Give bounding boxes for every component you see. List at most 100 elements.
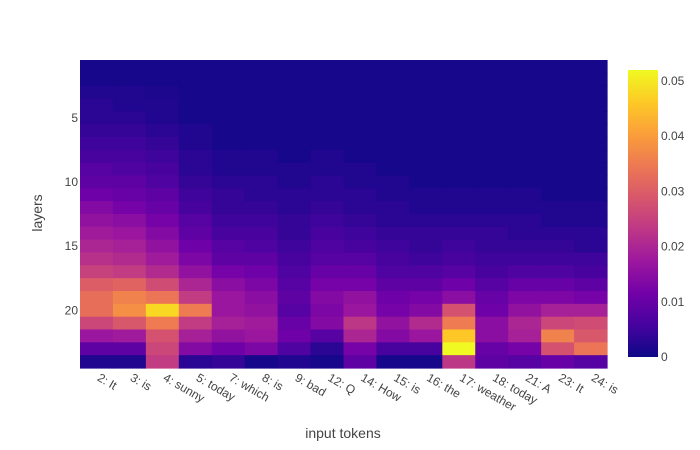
heatmap-cell bbox=[244, 278, 279, 292]
heatmap-cell bbox=[442, 85, 476, 100]
heatmap-cell bbox=[211, 175, 246, 189]
heatmap-cell bbox=[145, 214, 180, 228]
heatmap-cell bbox=[442, 239, 476, 254]
heatmap-cell bbox=[541, 137, 575, 151]
heatmap-cell bbox=[178, 239, 213, 254]
heatmap-cell bbox=[442, 252, 476, 266]
heatmap-cell bbox=[80, 137, 114, 151]
heatmap-cell bbox=[145, 239, 180, 254]
heatmap-cell bbox=[211, 162, 246, 177]
heatmap-cell bbox=[442, 303, 476, 318]
heatmap-cell bbox=[475, 124, 509, 138]
colorbar bbox=[628, 70, 658, 357]
heatmap-cell bbox=[244, 124, 279, 138]
heatmap-cell bbox=[277, 214, 312, 228]
heatmap-cell bbox=[508, 239, 542, 254]
heatmap-cell bbox=[178, 162, 213, 177]
heatmap-cell bbox=[475, 265, 509, 279]
heatmap-cell bbox=[211, 316, 246, 331]
heatmap-cell bbox=[508, 329, 542, 343]
heatmap-cell bbox=[343, 214, 378, 228]
heatmap-cell bbox=[178, 98, 213, 112]
heatmap-cell bbox=[244, 72, 279, 87]
heatmap-cell bbox=[343, 278, 378, 292]
heatmap-cell bbox=[376, 342, 410, 356]
heatmap-cell bbox=[277, 239, 312, 254]
heatmap-cell bbox=[409, 329, 443, 343]
heatmap-cell bbox=[442, 265, 476, 279]
heatmap-cell bbox=[475, 303, 509, 318]
heatmap-cell bbox=[442, 278, 476, 292]
heatmap-cell bbox=[409, 278, 443, 292]
heatmap-cell bbox=[80, 342, 114, 356]
heatmap-cell bbox=[475, 214, 509, 228]
heatmap-cell bbox=[541, 355, 575, 369]
heatmap-cell bbox=[442, 175, 476, 189]
heatmap-cell bbox=[178, 291, 213, 305]
heatmap-cell bbox=[442, 149, 476, 164]
heatmap-cell bbox=[112, 72, 147, 87]
heatmap-cell bbox=[376, 201, 410, 215]
heatmap-cell bbox=[442, 137, 476, 151]
heatmap-cell bbox=[310, 252, 345, 266]
heatmap-cell bbox=[145, 278, 180, 292]
y-axis-ticks: 5 10 15 20 bbox=[65, 111, 79, 318]
heatmap-cell bbox=[211, 342, 246, 356]
heatmap-cell bbox=[80, 239, 114, 254]
heatmap-cell bbox=[343, 291, 378, 305]
heatmap-cell bbox=[80, 265, 114, 279]
heatmap-cell bbox=[80, 329, 114, 343]
heatmap-cell bbox=[574, 316, 608, 331]
heatmap-cell bbox=[145, 149, 180, 164]
heatmap-cell bbox=[376, 265, 410, 279]
heatmap-cell bbox=[475, 137, 509, 151]
heatmap-cell bbox=[475, 60, 509, 74]
heatmap-cell bbox=[574, 278, 608, 292]
heatmap-cell bbox=[541, 162, 575, 177]
heatmap-cell bbox=[508, 355, 542, 369]
heatmap-cell bbox=[145, 342, 180, 356]
heatmap-cell bbox=[376, 252, 410, 266]
heatmap-cell bbox=[145, 98, 180, 112]
heatmap-cell bbox=[178, 111, 213, 125]
heatmap-cell bbox=[80, 72, 114, 87]
heatmap-cell bbox=[343, 329, 378, 343]
heatmap-cell bbox=[343, 355, 378, 369]
heatmap-cell bbox=[145, 124, 180, 138]
heatmap-cell bbox=[145, 72, 180, 87]
heatmap-cell bbox=[112, 316, 147, 331]
heatmap-cell bbox=[244, 303, 279, 318]
heatmap-cell bbox=[244, 111, 279, 125]
heatmap-cell bbox=[475, 239, 509, 254]
heatmap-cell bbox=[112, 226, 147, 241]
heatmap-cell bbox=[343, 188, 378, 202]
heatmap-cell bbox=[376, 175, 410, 189]
heatmap-cell bbox=[376, 188, 410, 202]
heatmap-cell bbox=[409, 316, 443, 331]
heatmap-cell bbox=[244, 175, 279, 189]
heatmap-cell bbox=[442, 342, 476, 356]
heatmap-cell bbox=[277, 124, 312, 138]
heatmap-cell bbox=[145, 201, 180, 215]
heatmap-cell bbox=[244, 252, 279, 266]
heatmap-cell bbox=[442, 291, 476, 305]
heatmap-cell bbox=[574, 329, 608, 343]
heatmap-cell bbox=[277, 355, 312, 369]
heatmap-cell bbox=[211, 72, 246, 87]
heatmap-cell bbox=[508, 137, 542, 151]
heatmap-cell bbox=[244, 85, 279, 100]
heatmap-cell bbox=[409, 252, 443, 266]
heatmap-cell bbox=[376, 72, 410, 87]
heatmap-cell bbox=[508, 316, 542, 331]
heatmap-cell bbox=[145, 111, 180, 125]
heatmap-cell bbox=[442, 124, 476, 138]
heatmap-cell bbox=[80, 85, 114, 100]
heatmap-cell bbox=[508, 124, 542, 138]
heatmap-cell bbox=[211, 124, 246, 138]
heatmap-cell bbox=[475, 226, 509, 241]
heatmap-cell bbox=[376, 239, 410, 254]
x-tick-label: 23: It bbox=[556, 370, 587, 396]
heatmap-cell bbox=[244, 316, 279, 331]
heatmap-cell bbox=[244, 201, 279, 215]
